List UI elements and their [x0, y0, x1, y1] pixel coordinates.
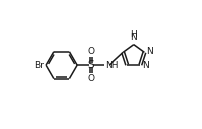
Text: Br: Br — [34, 61, 44, 70]
Text: N: N — [130, 33, 136, 42]
Text: N: N — [146, 47, 153, 56]
Text: NH: NH — [105, 61, 119, 70]
Text: O: O — [88, 74, 95, 83]
Text: O: O — [88, 47, 95, 57]
Text: H: H — [130, 30, 136, 39]
Text: N: N — [142, 61, 149, 70]
Text: S: S — [88, 60, 94, 70]
